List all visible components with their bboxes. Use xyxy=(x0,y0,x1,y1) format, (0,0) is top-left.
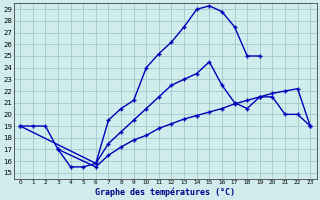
X-axis label: Graphe des températures (°C): Graphe des températures (°C) xyxy=(95,187,235,197)
